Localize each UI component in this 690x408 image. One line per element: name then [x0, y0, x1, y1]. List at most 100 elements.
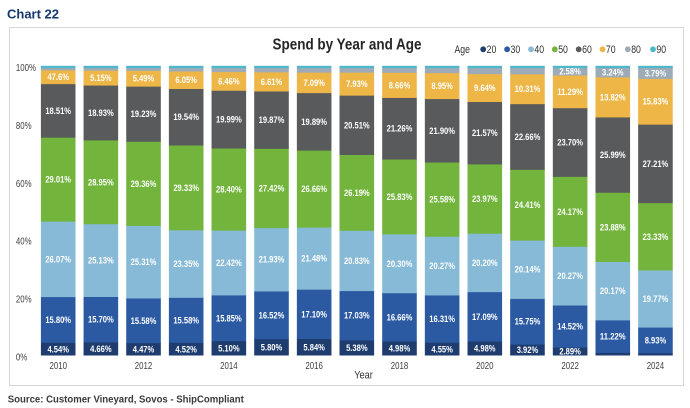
svg-text:21.90%: 21.90% — [429, 125, 455, 136]
svg-text:23.97%: 23.97% — [472, 193, 498, 204]
svg-text:60%: 60% — [16, 179, 32, 190]
svg-text:3.24%: 3.24% — [602, 67, 624, 78]
svg-text:100%: 100% — [16, 63, 36, 74]
svg-text:2.89%: 2.89% — [559, 346, 581, 357]
svg-text:25.83%: 25.83% — [387, 191, 413, 202]
svg-text:2016: 2016 — [305, 361, 323, 372]
svg-text:4.55%: 4.55% — [431, 343, 453, 354]
svg-text:Year: Year — [354, 369, 373, 381]
svg-text:2010: 2010 — [49, 361, 67, 372]
svg-text:80%: 80% — [16, 121, 32, 132]
svg-text:19.89%: 19.89% — [301, 116, 327, 127]
svg-text:6.61%: 6.61% — [261, 76, 283, 87]
svg-text:18.93%: 18.93% — [88, 107, 114, 118]
svg-text:23.33%: 23.33% — [643, 231, 669, 242]
svg-text:30: 30 — [511, 44, 521, 56]
svg-text:8.95%: 8.95% — [431, 80, 453, 91]
svg-text:15.58%: 15.58% — [131, 315, 157, 326]
svg-text:5.38%: 5.38% — [346, 342, 368, 353]
svg-text:26.19%: 26.19% — [344, 187, 370, 198]
svg-text:14.52%: 14.52% — [557, 321, 583, 332]
svg-text:22.42%: 22.42% — [216, 257, 242, 268]
svg-text:23.70%: 23.70% — [557, 136, 583, 147]
svg-text:7.09%: 7.09% — [303, 77, 325, 88]
svg-text:2012: 2012 — [135, 361, 153, 372]
svg-text:29.01%: 29.01% — [45, 174, 71, 185]
svg-text:11.22%: 11.22% — [600, 331, 626, 342]
svg-text:25.31%: 25.31% — [131, 256, 157, 267]
svg-text:20.27%: 20.27% — [557, 270, 583, 281]
svg-text:15.75%: 15.75% — [515, 316, 541, 327]
svg-text:4.66%: 4.66% — [90, 343, 112, 354]
svg-text:4.52%: 4.52% — [175, 343, 197, 354]
svg-text:21.48%: 21.48% — [301, 253, 327, 264]
svg-text:13.82%: 13.82% — [600, 91, 626, 102]
svg-text:2024: 2024 — [647, 361, 665, 372]
svg-text:50: 50 — [558, 44, 568, 56]
svg-text:20.20%: 20.20% — [472, 257, 498, 268]
svg-text:20.51%: 20.51% — [344, 119, 370, 130]
svg-text:15.83%: 15.83% — [643, 96, 669, 107]
svg-text:11.29%: 11.29% — [557, 86, 583, 97]
svg-text:70: 70 — [606, 44, 616, 56]
svg-text:9.64%: 9.64% — [474, 82, 496, 93]
svg-text:15.70%: 15.70% — [88, 314, 114, 325]
svg-text:17.09%: 17.09% — [472, 311, 498, 322]
svg-text:22.66%: 22.66% — [515, 131, 541, 142]
svg-text:80: 80 — [631, 44, 641, 56]
svg-text:47.6%: 47.6% — [47, 71, 69, 82]
svg-text:20.83%: 20.83% — [344, 255, 370, 266]
svg-text:90: 90 — [656, 44, 666, 56]
svg-text:4.47%: 4.47% — [133, 343, 155, 354]
svg-text:20.30%: 20.30% — [387, 258, 413, 269]
svg-text:2018: 2018 — [391, 361, 409, 372]
svg-text:4.54%: 4.54% — [47, 343, 69, 354]
svg-text:10.31%: 10.31% — [515, 83, 541, 94]
svg-text:40: 40 — [534, 44, 544, 56]
svg-text:27.21%: 27.21% — [643, 158, 669, 169]
svg-text:3.92%: 3.92% — [517, 344, 539, 355]
svg-text:19.99%: 19.99% — [216, 114, 242, 125]
svg-text:Age: Age — [455, 44, 471, 56]
svg-text:20.27%: 20.27% — [429, 260, 455, 271]
svg-text:26.66%: 26.66% — [301, 183, 327, 194]
svg-text:Chart 22: Chart 22 — [7, 6, 59, 21]
svg-text:25.99%: 25.99% — [600, 149, 626, 160]
svg-text:24.17%: 24.17% — [557, 206, 583, 217]
svg-text:27.42%: 27.42% — [259, 182, 285, 193]
svg-text:26.07%: 26.07% — [45, 253, 71, 264]
svg-text:6.46%: 6.46% — [218, 75, 240, 86]
svg-text:40%: 40% — [16, 237, 32, 248]
svg-text:19.54%: 19.54% — [173, 111, 199, 122]
svg-text:21.93%: 21.93% — [259, 254, 285, 265]
svg-text:17.10%: 17.10% — [301, 308, 327, 319]
svg-text:20.17%: 20.17% — [600, 285, 626, 296]
svg-text:5.80%: 5.80% — [261, 342, 283, 353]
svg-text:25.58%: 25.58% — [429, 194, 455, 205]
svg-text:21.57%: 21.57% — [472, 127, 498, 138]
svg-text:19.23%: 19.23% — [131, 108, 157, 119]
svg-text:16.66%: 16.66% — [387, 311, 413, 322]
svg-text:23.35%: 23.35% — [173, 258, 199, 269]
svg-text:19.77%: 19.77% — [643, 293, 669, 304]
svg-text:2014: 2014 — [220, 361, 238, 372]
svg-text:2.58%: 2.58% — [559, 66, 581, 77]
svg-text:25.13%: 25.13% — [88, 255, 114, 266]
svg-text:5.10%: 5.10% — [218, 343, 240, 354]
svg-text:0%: 0% — [16, 353, 27, 364]
svg-text:15.80%: 15.80% — [45, 314, 71, 325]
svg-text:Spend by Year and Age: Spend by Year and Age — [273, 37, 422, 54]
svg-text:8.66%: 8.66% — [389, 79, 411, 90]
svg-text:20: 20 — [487, 44, 497, 56]
svg-text:20.14%: 20.14% — [515, 264, 541, 275]
svg-text:8.93%: 8.93% — [645, 334, 667, 345]
svg-text:29.36%: 29.36% — [131, 178, 157, 189]
svg-text:29.33%: 29.33% — [173, 182, 199, 193]
svg-text:2022: 2022 — [561, 361, 579, 372]
svg-text:16.52%: 16.52% — [259, 309, 285, 320]
svg-text:3.79%: 3.79% — [645, 67, 667, 78]
svg-text:19.87%: 19.87% — [259, 114, 285, 125]
svg-text:4.98%: 4.98% — [389, 343, 411, 354]
svg-text:Source: Customer Vineyard, Sov: Source: Customer Vineyard, Sovos - ShipC… — [8, 395, 245, 406]
svg-text:2020: 2020 — [476, 361, 494, 372]
